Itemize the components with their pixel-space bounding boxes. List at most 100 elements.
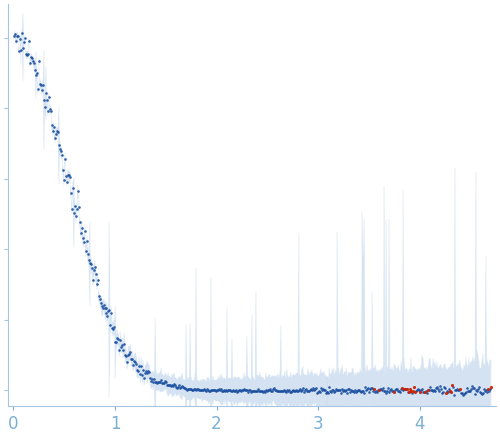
Point xyxy=(370,386,378,393)
Point xyxy=(134,367,142,374)
Point xyxy=(50,135,58,142)
Point xyxy=(258,387,266,394)
Point xyxy=(84,256,92,263)
Point xyxy=(318,385,326,392)
Point xyxy=(128,355,136,362)
Point xyxy=(294,387,302,394)
Point xyxy=(24,51,32,58)
Point xyxy=(284,387,292,394)
Point xyxy=(120,340,128,347)
Point xyxy=(386,386,394,393)
Point xyxy=(13,33,21,40)
Point xyxy=(433,384,441,391)
Point xyxy=(68,184,76,191)
Point xyxy=(452,386,460,393)
Point xyxy=(308,386,316,393)
Point xyxy=(354,387,362,394)
Point xyxy=(142,368,150,375)
Point xyxy=(479,389,487,396)
Point xyxy=(184,385,192,392)
Point xyxy=(389,388,397,395)
Point xyxy=(146,374,154,381)
Point xyxy=(274,388,282,395)
Point xyxy=(310,386,318,393)
Point xyxy=(60,156,68,163)
Point xyxy=(306,385,314,392)
Point xyxy=(435,388,443,395)
Point xyxy=(100,301,108,308)
Point xyxy=(171,382,179,389)
Point xyxy=(401,386,409,393)
Point xyxy=(120,347,128,354)
Point xyxy=(228,388,236,395)
Point xyxy=(263,388,271,395)
Point xyxy=(104,307,112,314)
Point xyxy=(108,309,116,316)
Point xyxy=(200,386,208,393)
Point xyxy=(126,349,134,356)
Point xyxy=(461,390,469,397)
Point xyxy=(487,383,495,390)
Point xyxy=(194,385,202,392)
Point xyxy=(33,69,41,76)
Point xyxy=(118,343,126,350)
Point xyxy=(168,382,176,388)
Point xyxy=(152,378,160,385)
Point xyxy=(43,97,51,104)
Point xyxy=(290,387,298,394)
Point xyxy=(68,205,76,212)
Point xyxy=(140,366,147,373)
Point xyxy=(338,390,345,397)
Point xyxy=(34,86,42,93)
Point xyxy=(443,387,451,394)
Point xyxy=(396,389,404,396)
Point xyxy=(265,387,273,394)
Point xyxy=(450,391,458,398)
Point xyxy=(478,391,486,398)
Point xyxy=(247,388,255,395)
Point xyxy=(154,378,162,385)
Point xyxy=(92,271,100,277)
Point xyxy=(324,388,332,395)
Point xyxy=(56,146,64,153)
Point xyxy=(354,387,362,394)
Point xyxy=(442,389,450,396)
Point xyxy=(381,387,389,394)
Point xyxy=(328,388,336,395)
Point xyxy=(221,388,229,395)
Point xyxy=(304,388,312,395)
Point xyxy=(152,378,160,385)
Point xyxy=(458,390,466,397)
Point xyxy=(332,385,340,392)
Point xyxy=(244,388,252,395)
Point xyxy=(278,387,286,394)
Point xyxy=(206,388,214,395)
Point xyxy=(286,388,294,395)
Point xyxy=(282,388,290,395)
Point xyxy=(237,388,245,395)
Point xyxy=(196,386,204,393)
Point xyxy=(116,336,124,343)
Point xyxy=(259,388,267,395)
Point xyxy=(408,389,416,396)
Point xyxy=(20,39,28,46)
Point xyxy=(159,380,167,387)
Point xyxy=(74,188,82,195)
Point xyxy=(166,382,174,389)
Point xyxy=(110,326,118,333)
Point xyxy=(208,387,216,394)
Point xyxy=(336,386,344,393)
Point xyxy=(290,388,298,395)
Point xyxy=(15,47,23,54)
Point xyxy=(58,152,66,159)
Point xyxy=(12,38,20,45)
Point xyxy=(378,387,386,394)
Point xyxy=(385,388,393,395)
Point xyxy=(412,387,420,394)
Point xyxy=(204,386,212,393)
Point xyxy=(485,387,493,394)
Point xyxy=(84,250,92,257)
Point xyxy=(448,382,456,388)
Point xyxy=(72,212,80,219)
Point xyxy=(400,385,408,392)
